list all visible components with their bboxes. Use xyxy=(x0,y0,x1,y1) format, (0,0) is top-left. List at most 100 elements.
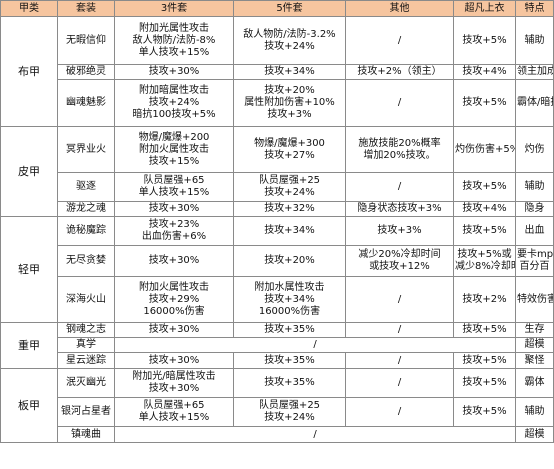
cell-feature: 超模 xyxy=(515,337,554,353)
cell-line: 技攻+24% xyxy=(264,40,315,52)
cell-3piece: 技攻+30% xyxy=(114,64,234,80)
cell-line: 技攻+32% xyxy=(264,203,315,214)
cell-feature: 辅助 xyxy=(515,16,554,65)
cell-line: 附加水属性攻击 xyxy=(254,281,325,293)
cell-line: 减少8%冷却时间 xyxy=(455,261,515,272)
cell-3piece: 技攻+23% 出血伤害+6% xyxy=(114,216,234,246)
cell-line: 技攻+30% xyxy=(148,203,200,214)
cell-top: 技攻+5% xyxy=(453,172,516,202)
cell-line: 技攻+35% xyxy=(264,377,315,388)
cell-set-name: 幽魂魅影 xyxy=(57,79,115,127)
cell-5piece: 技攻+35% xyxy=(233,368,346,398)
cell-top: 技攻+5% xyxy=(453,16,516,65)
cell-line: 出血 xyxy=(524,225,545,236)
table-row: 银河占星者 队员屋强+65 单人技攻+15% 队员屋强+25 技攻+24% / 技攻+5% 辅… xyxy=(1,397,554,427)
cell-other: 施放技能20%概率 增加20%技攻。 xyxy=(345,126,454,173)
cell-other: 减少20%冷却时间 或技攻+12% xyxy=(345,245,454,277)
cell-line: 增加20%技攻。 xyxy=(363,149,436,161)
header-3piece: 3件套 xyxy=(114,0,234,17)
cell-other: 技攻+3% xyxy=(345,216,454,246)
cell-feature: 霸体/暗抗 xyxy=(515,79,554,127)
cell-3piece: 附加光/暗属性攻击 技攻+30% xyxy=(114,368,234,398)
cell-5piece: 技攻+34% xyxy=(233,216,346,246)
table-row: 无尽贪婪 技攻+30% 技攻+20% 减少20%冷却时间 或技攻+12% 技攻+5%或 减少… xyxy=(1,245,554,277)
header-5piece: 5件套 xyxy=(233,0,346,17)
cell-5piece: 队员屋强+25 技攻+24% xyxy=(233,397,346,427)
cell-set-name: 游龙之魂 xyxy=(57,201,115,217)
cell-line: 超模 xyxy=(524,428,545,440)
cell-line: 暗抗100技攻+5% xyxy=(132,109,216,120)
table-row: 布甲 无暇信仰 附加光属性攻击 敌人物防/法防-8% 单人技攻+15% 敌人物防/法防-3… xyxy=(0,16,554,127)
cell-top: 灼伤伤害+5% xyxy=(453,126,516,173)
cell-line: 物爆/魔爆+300 xyxy=(254,137,325,149)
cell-line: 技攻+20% xyxy=(264,255,315,266)
cell-line: 要卡mp xyxy=(517,249,554,260)
cell-set-name: 深海火山 xyxy=(57,276,115,323)
cell-line: 队员屋强+25 xyxy=(258,400,321,411)
cell-merged: / xyxy=(114,426,516,443)
table-row: 幽魂魅影 附加暗属性攻击 技攻+24% 暗抗100技攻+5% 技攻+20% 属性附加伤害+… xyxy=(1,79,554,127)
cell-line: 辅助 xyxy=(524,181,545,192)
cell-other: / xyxy=(345,322,454,338)
cell-line: 技攻+3% xyxy=(377,225,422,236)
category-cell: 布甲 xyxy=(0,16,58,127)
cell-feature: 出血 xyxy=(515,216,554,246)
cell-line: 技攻+5% xyxy=(462,97,507,108)
cell-line: 技攻+24% xyxy=(264,412,315,423)
cell-line: 技攻+3% xyxy=(267,109,312,120)
table-row: 板甲 泯灭幽光 附加光/暗属性攻击 技攻+30% 技攻+35% / 技攻+5% 霸体 xyxy=(0,368,554,443)
cell-set-name: 无暇信仰 xyxy=(57,16,115,65)
cell-line: 技攻+2%（领主） xyxy=(357,66,442,77)
category-cell: 重甲 xyxy=(0,322,58,369)
cell-top: 技攻+5% xyxy=(453,397,516,427)
table-row: 驱逐 队员屋强+65 单人技攻+15% 队员屋强+25 技攻+24% / 技攻+5% 辅助 xyxy=(1,172,554,202)
cell-line: 特效伤害 xyxy=(517,293,554,305)
cell-line: 单人技攻+15% xyxy=(138,187,210,198)
category-cell: 板甲 xyxy=(0,368,58,443)
cell-line: 单人技攻+15% xyxy=(138,46,210,58)
cell-line: 隐身 xyxy=(524,203,545,214)
cell-top: 技攻+5% xyxy=(453,368,516,398)
table-row: 深海火山 附加火属性攻击 技攻+29% 16000%伤害 附加水属性攻击 技攻+34% 16… xyxy=(1,276,554,323)
cell-feature: 特效伤害 xyxy=(515,276,554,323)
cell-line: 辅助 xyxy=(524,34,545,46)
cell-line: 属性附加伤害+10% xyxy=(244,97,335,108)
cell-other: 隐身状态技攻+3% xyxy=(345,201,454,217)
header-row: 甲类 套装 3件套 5件套 其他 超凡上衣 特点 xyxy=(0,0,554,17)
cell-set-name: 泯灭幽光 xyxy=(57,368,115,398)
table-body: 布甲 无暇信仰 附加光属性攻击 敌人物防/法防-8% 单人技攻+15% 敌人物防/法防-3… xyxy=(0,16,554,443)
cell-other: / xyxy=(345,276,454,323)
cell-top: 技攻+5% xyxy=(453,216,516,246)
cell-line: 技攻+30% xyxy=(148,324,200,335)
cell-line: 灼伤伤害+5% xyxy=(455,143,516,155)
cell-line: 附加火属性攻击 xyxy=(139,281,209,293)
header-other: 其他 xyxy=(345,0,454,17)
cell-line: 技攻+30% xyxy=(148,383,200,394)
cell-line: 技攻+34% xyxy=(264,66,315,77)
cell-top: 技攻+5% xyxy=(453,322,516,338)
cell-line: / xyxy=(397,324,402,335)
cell-line: 霸体 xyxy=(524,377,545,388)
cell-other: / xyxy=(345,172,454,202)
cell-set-name: 无尽贪婪 xyxy=(57,245,115,277)
cell-feature: 隐身 xyxy=(515,201,554,217)
cell-feature: 聚怪 xyxy=(515,352,554,369)
table-row: 镇魂曲 / 超模 xyxy=(1,426,554,443)
cell-line: 队员屋强+65 xyxy=(143,400,205,411)
cell-set-name: 诡秘魔踪 xyxy=(57,216,115,246)
header-top: 超凡上衣 xyxy=(453,0,516,17)
cell-3piece: 队员屋强+65 单人技攻+15% xyxy=(114,172,234,202)
cell-line: / xyxy=(397,34,402,46)
armor-set-table: 甲类 套装 3件套 5件套 其他 超凡上衣 特点 布甲 无暇信仰 附加光属性攻击 敌人物防/法防-… xyxy=(0,0,554,443)
cell-line: 灼伤 xyxy=(524,143,545,155)
cell-set-name: 钢魂之志 xyxy=(57,322,115,338)
cell-3piece: 技攻+30% xyxy=(114,245,234,277)
cell-set-name: 驱逐 xyxy=(57,172,115,202)
cell-3piece: 附加光属性攻击 敌人物防/法防-8% 单人技攻+15% xyxy=(114,16,234,65)
cell-line: 技攻+5% xyxy=(462,34,507,46)
cell-line: 技攻+24% xyxy=(148,97,200,108)
cell-merged: / xyxy=(114,337,516,353)
cell-other: / xyxy=(345,79,454,127)
cell-feature: 领主加成 xyxy=(515,64,554,80)
cell-line: 技攻+4% xyxy=(462,66,507,77)
